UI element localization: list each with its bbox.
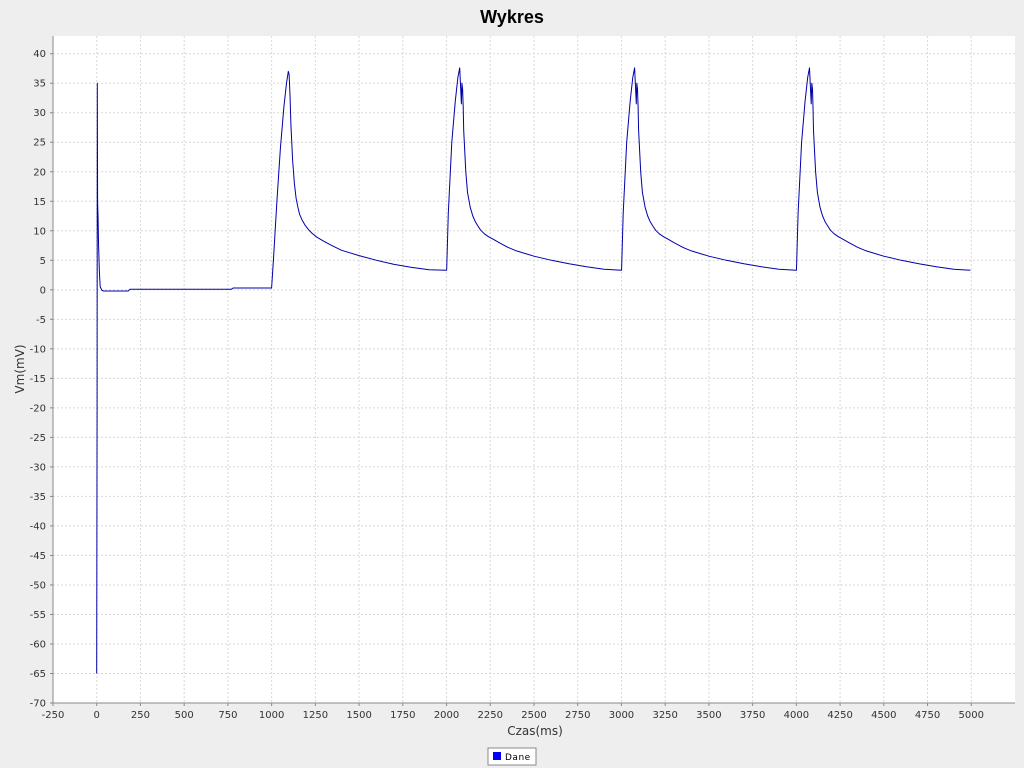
y-tick-label: -45 bbox=[30, 551, 46, 562]
x-axis-label: Czas(ms) bbox=[507, 724, 563, 738]
x-tick-label: 3500 bbox=[696, 710, 721, 721]
y-axis bbox=[50, 36, 54, 704]
y-tick-label: 0 bbox=[40, 285, 46, 296]
x-tick-label: 2500 bbox=[521, 710, 546, 721]
y-tick-label: 20 bbox=[33, 167, 46, 178]
y-tick-label: -60 bbox=[30, 639, 46, 650]
x-tick-label: 4500 bbox=[871, 710, 896, 721]
y-tick-label: -30 bbox=[30, 462, 46, 473]
x-tick-labels: -250 0 250 500 750 1000 1250 1500 1750 2000 2250 25… bbox=[42, 710, 984, 721]
y-tick-label: -40 bbox=[30, 521, 46, 532]
x-tick-label: 2250 bbox=[478, 710, 503, 721]
x-tick-label: 0 bbox=[94, 710, 100, 721]
y-axis-label: Vm(mV) bbox=[13, 344, 27, 393]
legend: Dane bbox=[487, 747, 537, 766]
legend-swatch bbox=[493, 752, 501, 760]
y-tick-label: 5 bbox=[40, 256, 46, 267]
y-tick-label: -25 bbox=[30, 433, 46, 444]
y-tick-label: -10 bbox=[30, 344, 46, 355]
y-tick-label: 35 bbox=[33, 79, 46, 90]
chart-title: Wykres bbox=[480, 7, 544, 27]
y-tick-label: -55 bbox=[30, 610, 46, 621]
x-tick-label: 1000 bbox=[259, 710, 284, 721]
x-tick-label: 2000 bbox=[434, 710, 459, 721]
x-tick-label: -250 bbox=[42, 710, 65, 721]
series-line-dane bbox=[96, 67, 971, 674]
x-tick-label: 4250 bbox=[827, 710, 852, 721]
series-group bbox=[96, 67, 971, 674]
y-tick-label: -65 bbox=[30, 669, 46, 680]
y-tick-label: -35 bbox=[30, 492, 46, 503]
y-tick-label: 40 bbox=[33, 49, 46, 60]
y-tick-labels: -70-65-60-55-50-45-40-35-30-25-20-15-10-… bbox=[30, 49, 46, 709]
y-tick-label: 30 bbox=[33, 108, 46, 119]
y-tick-label: -50 bbox=[30, 580, 46, 591]
x-tick-label: 500 bbox=[175, 710, 194, 721]
x-tick-label: 4750 bbox=[915, 710, 940, 721]
x-tick-label: 2750 bbox=[565, 710, 590, 721]
x-tick-label: 1500 bbox=[346, 710, 371, 721]
y-tick-label: 10 bbox=[33, 226, 46, 237]
y-tick-label: -15 bbox=[30, 374, 46, 385]
gridlines bbox=[52, 36, 1015, 704]
x-tick-label: 1750 bbox=[390, 710, 415, 721]
x-tick-label: 250 bbox=[131, 710, 150, 721]
x-tick-label: 4000 bbox=[784, 710, 809, 721]
x-tick-label: 5000 bbox=[959, 710, 984, 721]
x-tick-label: 3250 bbox=[652, 710, 677, 721]
x-tick-label: 3750 bbox=[740, 710, 765, 721]
legend-label-dane: Dane bbox=[505, 753, 531, 763]
y-tick-label: 25 bbox=[33, 138, 46, 149]
y-tick-label: -70 bbox=[30, 699, 46, 710]
y-tick-label: 15 bbox=[33, 197, 46, 208]
y-tick-label: -5 bbox=[36, 315, 46, 326]
x-tick-label: 750 bbox=[218, 710, 237, 721]
y-tick-label: -20 bbox=[30, 403, 46, 414]
x-axis bbox=[52, 702, 1015, 706]
x-tick-label: 1250 bbox=[303, 710, 328, 721]
x-tick-label: 3000 bbox=[609, 710, 634, 721]
